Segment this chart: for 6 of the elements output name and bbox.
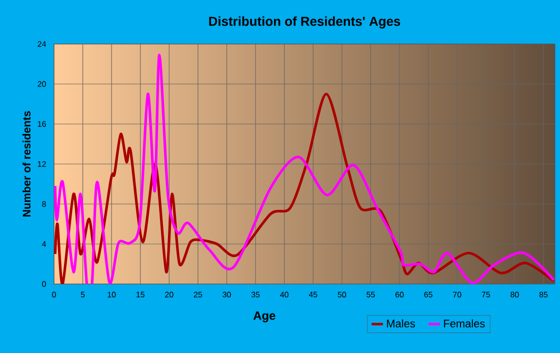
legend-label: Males <box>387 319 415 328</box>
line-series <box>54 54 556 284</box>
y-axis-title: Number of residents <box>22 111 31 217</box>
chart-title: Distribution of Residents' Ages <box>209 16 400 29</box>
legend-label: Females <box>444 319 485 328</box>
x-axis-title: Age <box>253 312 276 322</box>
